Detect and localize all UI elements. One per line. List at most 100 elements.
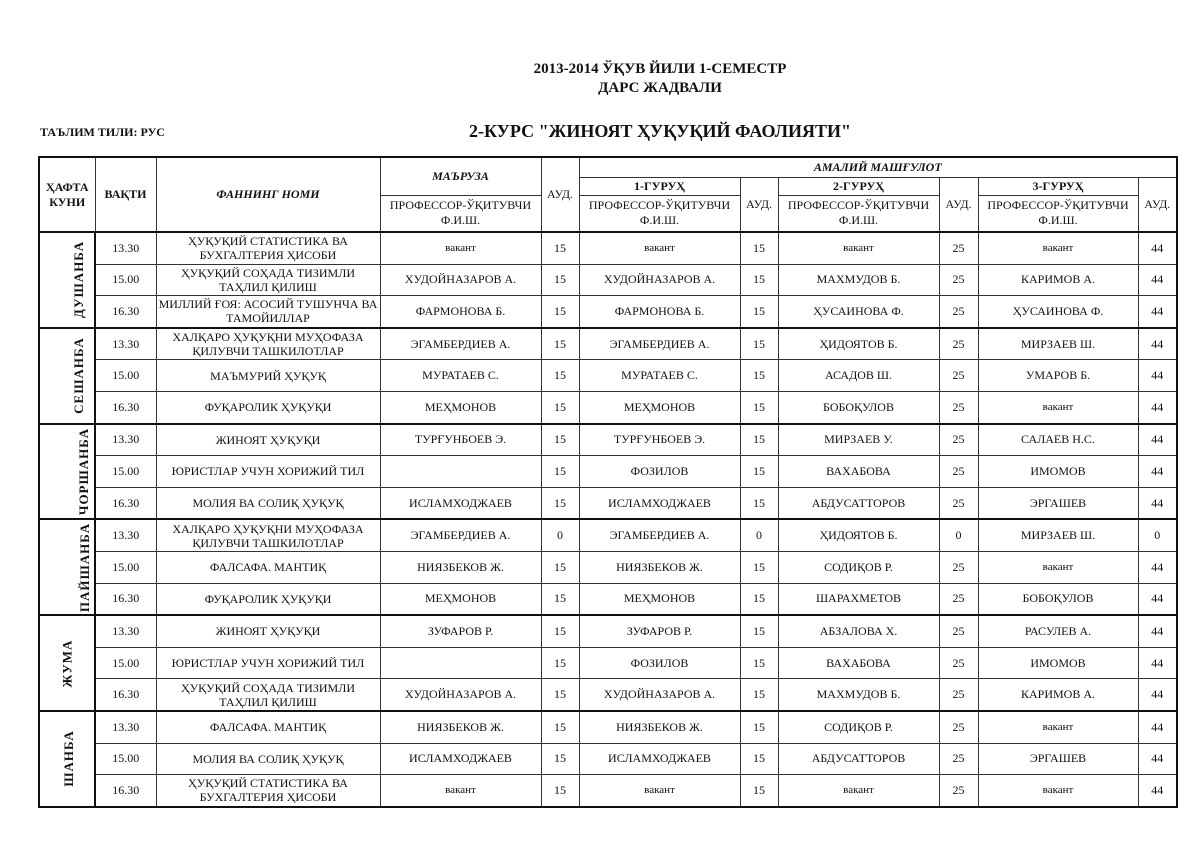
time-cell: 13.30 — [94, 518, 157, 552]
day-cell: ПАЙШАНБА — [38, 518, 96, 616]
group2-teacher-cell: ҲИДОЯТОВ Б. — [777, 326, 940, 361]
group1-aud-cell: 15 — [739, 742, 779, 776]
lecturer-cell: ФАРМОНОВА Б. — [379, 295, 542, 329]
table-row: 15.00 ҲУҚУҚИЙ СОҲАДА ТИЗИМЛИ ТАҲЛИЛ ҚИЛИШ… — [39, 263, 1178, 297]
group3-teacher-cell: ИМОМОВ — [977, 455, 1139, 488]
subject-cell: ҲУҚУҚИЙ СТАТИСТИКА ВА БУХГАЛТЕРИЯ ҲИСОБИ — [155, 230, 381, 265]
group2-aud-cell: 25 — [938, 742, 979, 776]
group1-teacher-cell: ЭГАМБЕРДИЕВ А. — [578, 518, 741, 552]
group1-teacher-cell: ФОЗИЛОВ — [578, 455, 741, 488]
group2-aud-cell: 25 — [938, 774, 979, 808]
header-group3-aud: АУД. — [1137, 176, 1178, 233]
group2-teacher-cell: СОДИҚОВ Р. — [777, 550, 940, 584]
lecture-aud-cell: 15 — [540, 422, 580, 457]
lecturer-cell: вакант — [379, 230, 542, 265]
group1-teacher-cell: МУРАТАЕВ С. — [578, 359, 741, 392]
group1-aud-cell: 15 — [739, 550, 779, 584]
group3-aud-cell: 44 — [1137, 742, 1178, 776]
day-label: ЧОРШАНБА — [76, 427, 92, 516]
lecture-aud-cell: 15 — [540, 230, 580, 265]
lecture-aud-cell: 15 — [540, 774, 580, 808]
lecture-aud-cell: 15 — [540, 486, 580, 520]
group1-aud-cell: 15 — [739, 230, 779, 265]
time-cell: 15.00 — [94, 263, 157, 297]
lecturer-cell: ЭГАМБЕРДИЕВ А. — [379, 326, 542, 361]
group2-aud-cell: 0 — [938, 518, 979, 552]
group2-teacher-cell: СОДИҚОВ Р. — [777, 709, 940, 744]
time-cell: 13.30 — [94, 422, 157, 457]
group1-aud-cell: 15 — [739, 646, 779, 680]
subject-cell: ХАЛҚАРО ҲУҚУҚНИ МУҲОФАЗА ҚИЛУВЧИ ТАШКИЛО… — [155, 326, 381, 361]
lecture-aud-cell: 15 — [540, 455, 580, 488]
group1-teacher-cell: НИЯЗБЕКОВ Ж. — [578, 709, 741, 744]
table-row: 16.30 МОЛИЯ ВА СОЛИҚ ҲУҚУҚ ИСЛАМХОДЖАЕВ 15 И… — [39, 486, 1178, 520]
time-cell: 16.30 — [94, 678, 157, 712]
group3-aud-cell: 44 — [1137, 455, 1178, 488]
group1-aud-cell: 15 — [739, 678, 779, 712]
group2-aud-cell: 25 — [938, 359, 979, 392]
day-label: ЖУМА — [59, 639, 75, 687]
table-row: 16.30 МИЛЛИЙ ҒОЯ: АСОСИЙ ТУШУНЧА ВА ТАМОЙ… — [39, 295, 1178, 329]
time-cell: 13.30 — [94, 230, 157, 265]
table-row: 15.00 ЮРИСТЛАР УЧУН ХОРИЖИЙ ТИЛ 15 ФОЗИЛОВ 1… — [39, 455, 1178, 488]
lecturer-cell: ЗУФАРОВ Р. — [379, 614, 542, 648]
group3-aud-cell: 44 — [1137, 614, 1178, 648]
group3-teacher-cell: ИМОМОВ — [977, 646, 1139, 680]
table-row: 16.30 ФУҚАРОЛИК ҲУҚУҚИ МЕҲМОНОВ 15 МЕҲМОНОВ 1… — [39, 582, 1178, 616]
table-row: СЕШАНБА 13.30 ХАЛҚАРО ҲУҚУҚНИ МУҲОФАЗА ҚИЛ… — [38, 326, 1178, 425]
group2-aud-cell: 25 — [938, 550, 979, 584]
time-cell: 15.00 — [94, 742, 157, 776]
group3-teacher-cell: КАРИМОВ А. — [977, 263, 1139, 297]
document-subtitle: ДАРС ЖАДВАЛИ — [598, 80, 722, 96]
group3-teacher-cell: вакант — [977, 390, 1139, 425]
lecturer-cell: МЕҲМОНОВ — [379, 390, 542, 425]
lecture-aud-cell: 15 — [540, 742, 580, 776]
header-practical: АМАЛИЙ МАШҒУЛОТ — [578, 156, 1178, 178]
group1-aud-cell: 15 — [739, 486, 779, 520]
header-group1-teacher: ПРОФЕССОР-ЎҚИТУВЧИ Ф.И.Ш. — [578, 194, 741, 233]
time-cell: 16.30 — [94, 582, 157, 616]
group1-aud-cell: 15 — [739, 326, 779, 361]
lecturer-cell — [379, 646, 542, 680]
header-day: ҲАФТА КУНИ — [38, 156, 96, 233]
group2-aud-cell: 25 — [938, 326, 979, 361]
group2-aud-cell: 25 — [938, 390, 979, 425]
group2-teacher-cell: МИРЗАЕВ У. — [777, 422, 940, 457]
table-row: ЧОРШАНБА 13.30 ЖИНОЯТ ҲУҚУҚИ ТУРҒУНБОЕВ Э. 1… — [38, 422, 1178, 520]
lecture-aud-cell: 15 — [540, 326, 580, 361]
day-cell: СЕШАНБА — [38, 326, 96, 425]
group3-teacher-cell: вакант — [977, 709, 1139, 744]
group3-aud-cell: 44 — [1137, 678, 1178, 712]
subject-cell: ЖИНОЯТ ҲУҚУҚИ — [155, 614, 381, 648]
day-cell: ЖУМА — [38, 614, 96, 712]
group2-aud-cell: 25 — [938, 582, 979, 616]
group3-aud-cell: 44 — [1137, 390, 1178, 425]
header-group2: 2-ГУРУҲ — [777, 176, 940, 196]
header-lecture: МАЪРУЗА — [379, 156, 542, 196]
table-row: ДУШАНБА 13.30 ҲУҚУҚИЙ СТАТИСТИКА ВА БУХГАЛ… — [38, 230, 1178, 329]
time-cell: 16.30 — [94, 486, 157, 520]
lecture-aud-cell: 15 — [540, 646, 580, 680]
document-title: 2013-2014 ЎҚУВ ЙИЛИ 1-СЕМЕСТР — [533, 61, 787, 77]
subject-cell: ФУҚАРОЛИК ҲУҚУҚИ — [155, 582, 381, 616]
lecture-aud-cell: 0 — [540, 518, 580, 552]
lecturer-cell: МЕҲМОНОВ — [379, 582, 542, 616]
group2-teacher-cell: вакант — [777, 774, 940, 808]
group1-teacher-cell: ЭГАМБЕРДИЕВ А. — [578, 326, 741, 361]
day-cell: ШАНБА — [38, 709, 96, 808]
table-row: 15.00 МОЛИЯ ВА СОЛИҚ ҲУҚУҚ ИСЛАМХОДЖАЕВ 15 И… — [39, 742, 1178, 776]
header-lecture-teacher: ПРОФЕССОР-ЎҚИТУВЧИ Ф.И.Ш. — [379, 194, 542, 233]
day-label: ШАНБА — [60, 730, 76, 788]
group3-teacher-cell: УМАРОВ Б. — [977, 359, 1139, 392]
group3-teacher-cell: вакант — [977, 774, 1139, 808]
group3-aud-cell: 44 — [1137, 550, 1178, 584]
subject-cell: МИЛЛИЙ ҒОЯ: АСОСИЙ ТУШУНЧА ВА ТАМОЙИЛЛАР — [155, 295, 381, 329]
lecturer-cell: ХУДОЙНАЗАРОВ А. — [379, 263, 542, 297]
lecture-aud-cell: 15 — [540, 550, 580, 584]
group2-aud-cell: 25 — [938, 486, 979, 520]
group3-aud-cell: 44 — [1137, 230, 1178, 265]
lecturer-cell: ИСЛАМХОДЖАЕВ — [379, 742, 542, 776]
table-row: 16.30 ҲУҚУҚИЙ СТАТИСТИКА ВА БУХГАЛТЕРИЯ Ҳ… — [39, 774, 1178, 808]
group3-teacher-cell: ЭРГАШЕВ — [977, 486, 1139, 520]
subject-cell: ЮРИСТЛАР УЧУН ХОРИЖИЙ ТИЛ — [155, 455, 381, 488]
